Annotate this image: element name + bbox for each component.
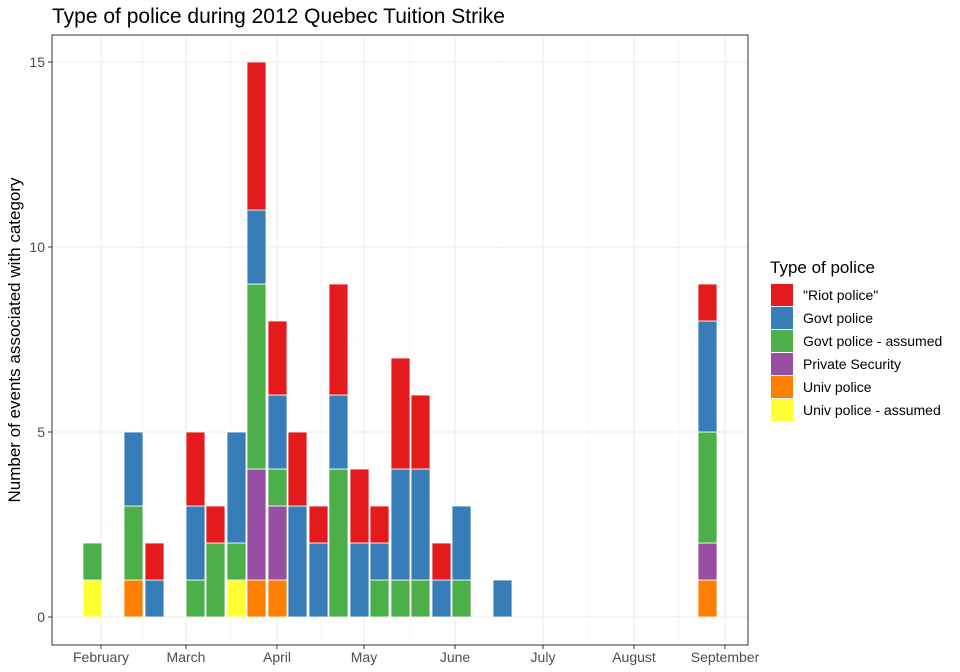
legend-label: Univ police (803, 379, 872, 395)
bar-segment (226, 431, 247, 544)
grid (52, 35, 748, 645)
bar-segment (451, 505, 472, 581)
bar-segment (410, 394, 431, 470)
bar-segment (205, 505, 226, 544)
bar-segment (390, 579, 411, 618)
y-tick-label: 0 (37, 609, 45, 625)
y-axis: 0 5 10 15 (29, 54, 52, 625)
y-axis-title: Number of events associated with categor… (5, 177, 24, 503)
x-tick-label: August (612, 649, 656, 665)
bar-segment (287, 505, 308, 618)
bar-segment (492, 579, 513, 618)
bar-segment (697, 542, 718, 581)
bar-segment (369, 579, 390, 618)
bar-segment (246, 468, 267, 581)
bar-segment (246, 283, 267, 470)
bar-segment (267, 579, 288, 618)
legend-key (771, 353, 793, 375)
y-tick-label: 10 (29, 239, 45, 255)
bar-segment (410, 579, 431, 618)
bar-segment (328, 283, 349, 396)
bar-segment (697, 320, 718, 433)
bar-segment (349, 542, 370, 618)
legend-label: "Riot police" (803, 287, 878, 303)
legend-label: Govt police - assumed (803, 333, 942, 349)
bar-segment (431, 579, 452, 618)
bar-segment (697, 431, 718, 544)
bar-segment (185, 579, 206, 618)
x-tick-label: April (263, 649, 291, 665)
bar-segment (369, 542, 390, 581)
panel-border (51, 34, 749, 646)
bar-segment (349, 468, 370, 544)
bar-segment (267, 505, 288, 581)
bar-segment (246, 61, 267, 211)
x-tick-label: March (167, 649, 206, 665)
legend-label: Univ police - assumed (803, 402, 941, 418)
y-tick-label: 15 (29, 54, 45, 70)
bar-segment (144, 542, 165, 581)
bar-segment (267, 394, 288, 470)
bar-segment (82, 579, 103, 618)
bar-segment (697, 579, 718, 618)
bar-segment (123, 579, 144, 618)
legend-key (771, 399, 793, 421)
legend-title: Type of police (770, 258, 875, 277)
bar-segment (185, 505, 206, 581)
bar-segment (123, 431, 144, 507)
bar-segment (82, 542, 103, 581)
bar-segment (308, 542, 329, 618)
bar-segment (369, 505, 390, 544)
x-tick-label: July (531, 649, 556, 665)
bar-segment (185, 431, 206, 507)
legend-key (771, 307, 793, 329)
bar-segment (431, 542, 452, 581)
bars (82, 61, 718, 618)
x-tick-label: May (351, 649, 377, 665)
legend-items: "Riot police" Govt police Govt police - as… (771, 284, 942, 421)
bar-segment (123, 505, 144, 581)
bar-segment (308, 505, 329, 544)
x-tick-label: February (73, 649, 129, 665)
legend-key (771, 330, 793, 352)
bar-segment (246, 209, 267, 285)
bar-segment (205, 542, 226, 618)
bar-segment (246, 579, 267, 618)
bar-segment (267, 320, 288, 396)
legend-label: Private Security (803, 356, 901, 372)
bar-segment (267, 468, 288, 507)
legend-key (771, 284, 793, 306)
bar-segment (697, 283, 718, 322)
x-axis: February March April May June July August Septe… (73, 645, 760, 665)
x-tick-label: September (691, 649, 760, 665)
y-tick-label: 5 (37, 424, 45, 440)
bar-segment (328, 394, 349, 470)
bar-segment (226, 579, 247, 618)
bar-segment (226, 542, 247, 581)
bar-segment (328, 468, 349, 618)
x-tick-label: June (440, 649, 471, 665)
legend: Type of police "Riot police" Govt police G… (770, 258, 942, 421)
legend-key (771, 376, 793, 398)
bar-segment (287, 431, 308, 507)
bar-segment (144, 579, 165, 618)
chart-title: Type of police during 2012 Quebec Tuitio… (52, 5, 505, 28)
bar-segment (451, 579, 472, 618)
bar-segment (410, 468, 431, 581)
bar-segment (390, 357, 411, 470)
bar-segment (390, 468, 411, 581)
legend-label: Govt police (803, 310, 873, 326)
